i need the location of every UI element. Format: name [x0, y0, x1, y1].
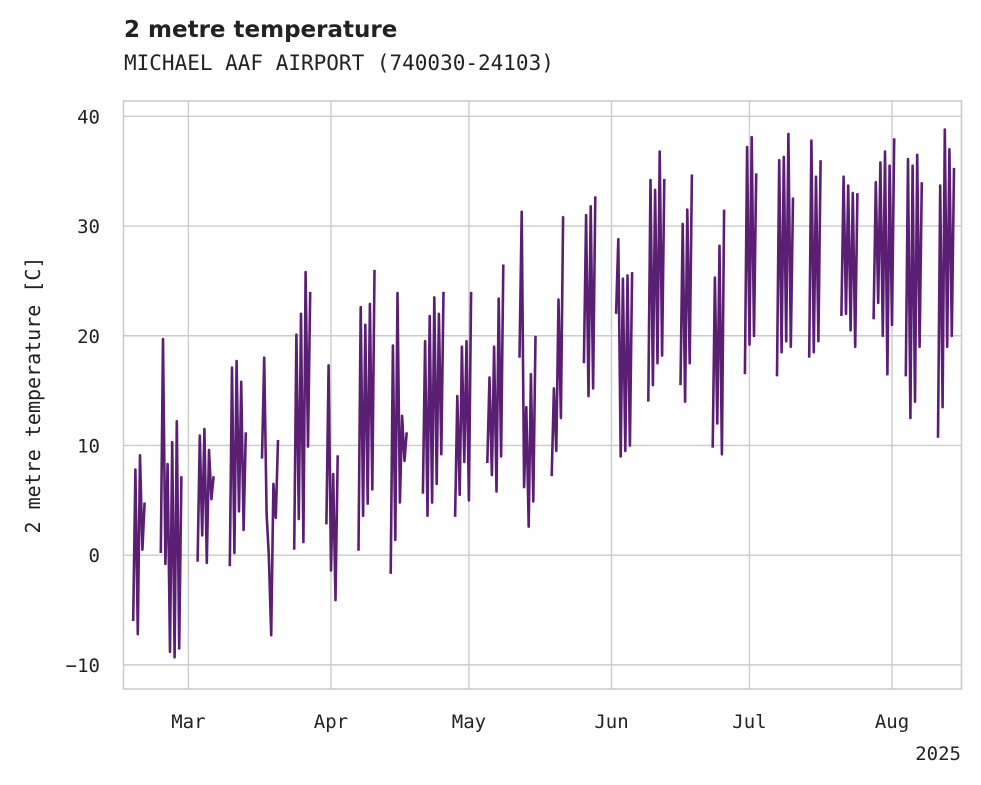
temperature-series-line: [292, 270, 312, 550]
x-tick-label: Aug: [875, 711, 909, 733]
temperature-series-line: [325, 364, 339, 602]
temperature-series-line: [840, 175, 859, 349]
plot-frame: [122, 100, 963, 690]
temperature-series-line: [904, 153, 924, 420]
temperature-series-line: [228, 359, 248, 567]
temperature-series-line: [389, 291, 408, 574]
temperature-series-line: [131, 453, 146, 636]
y-tick-label: 10: [77, 435, 100, 457]
chart-title: 2 metre temperature: [124, 17, 398, 43]
series-group: [131, 128, 956, 659]
temperature-series-line: [196, 427, 215, 565]
x-tick-label: Jul: [732, 711, 766, 733]
y-tick-label: 40: [77, 106, 100, 128]
temperature-series-line: [453, 291, 473, 517]
temperature-series-line: [936, 128, 956, 438]
temperature-series-line: [550, 216, 565, 477]
temperature-series-line: [647, 150, 666, 402]
x-tick-label: May: [452, 711, 486, 733]
temperature-series-line: [679, 174, 694, 403]
y-tick-label: 0: [89, 545, 100, 567]
temperature-series-line: [807, 139, 822, 358]
x-tick-label: Jun: [594, 711, 628, 733]
temperature-series-line: [743, 135, 758, 375]
chart-subtitle: MICHAEL AAF AIRPORT (740030-24103): [124, 51, 554, 75]
temperature-series-line: [711, 209, 726, 456]
temperature-series-line: [486, 264, 505, 493]
temperature-series-line: [872, 138, 896, 376]
temperature-series-line: [775, 132, 795, 377]
x-tick-label: Apr: [314, 711, 348, 733]
grid-lines: [124, 101, 961, 689]
y-tick-label: 20: [77, 326, 100, 348]
temperature-series-line: [614, 237, 634, 458]
y-tick-label: 30: [77, 216, 100, 238]
temperature-series-line: [518, 210, 537, 528]
year-label: 2025: [915, 743, 961, 765]
temperature-series-line: [159, 337, 183, 659]
temperature-series-line: [357, 269, 376, 551]
x-tick-labels: Mar Apr May Jun Jul Aug: [171, 711, 909, 733]
x-tick-label: Mar: [171, 711, 205, 733]
temperature-series-line: [582, 196, 597, 398]
y-axis-label: 2 metre temperature [C]: [21, 257, 45, 534]
y-tick-label: −10: [66, 655, 100, 677]
temperature-series-line: [421, 291, 445, 518]
y-tick-labels: −10 0 10 20 30 40: [66, 106, 100, 677]
temperature-series-line: [260, 356, 280, 637]
